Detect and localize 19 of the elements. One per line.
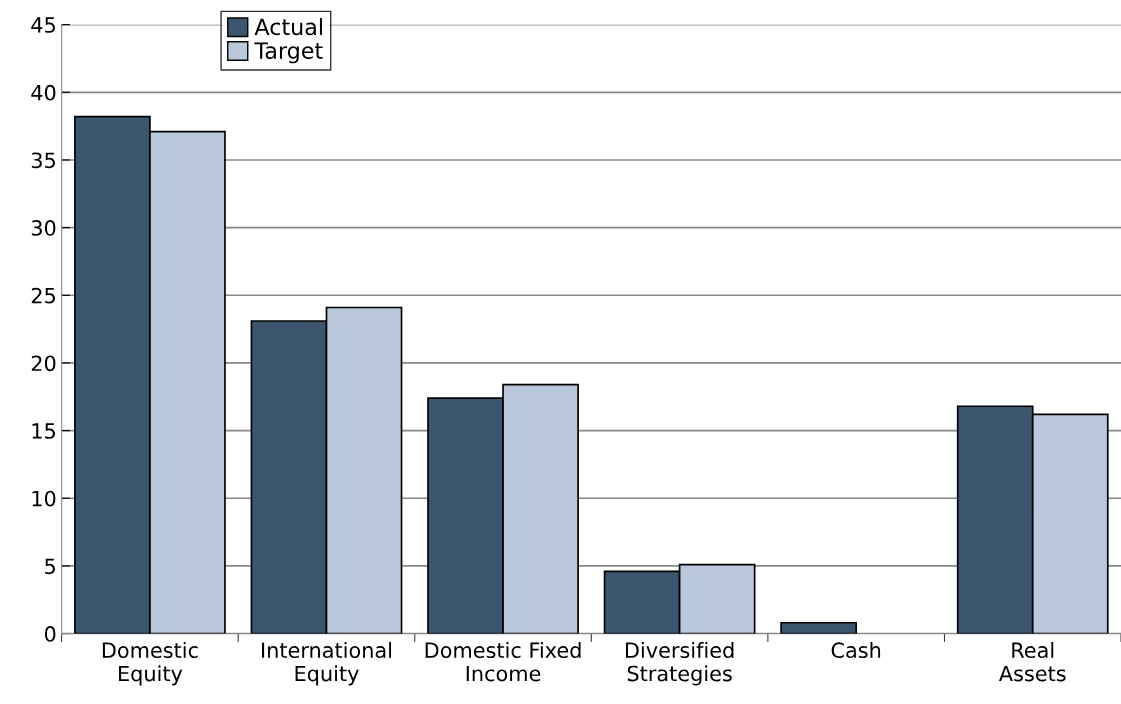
y-tick-label: 10 (32, 490, 56, 507)
x-tick-label: Domestic Fixed Income (425, 641, 581, 682)
x-tick-label: International Equity (262, 641, 392, 686)
y-tick-label: 15 (32, 423, 55, 439)
x-tick-label: Cash (831, 641, 881, 659)
y-tick-label: 40 (31, 84, 56, 101)
x-tick-label: Diversified Strategies (625, 641, 734, 686)
y-tick-label: 25 (31, 287, 55, 304)
y-tick-label: 5 (45, 558, 55, 575)
legend-label: Actual (254, 18, 322, 36)
y-tick-label: 45 (31, 17, 55, 33)
y-tick-label: 35 (31, 152, 55, 169)
bar (780, 621, 857, 634)
y-tick-label: 0 (44, 626, 56, 642)
x-tick-label: Real Assets (998, 641, 1066, 682)
y-tick-label: 20 (31, 355, 56, 372)
x-tick-label: Domestic Equity (102, 641, 198, 686)
legend-label: Target (254, 42, 323, 64)
y-tick-label: 30 (31, 220, 56, 236)
